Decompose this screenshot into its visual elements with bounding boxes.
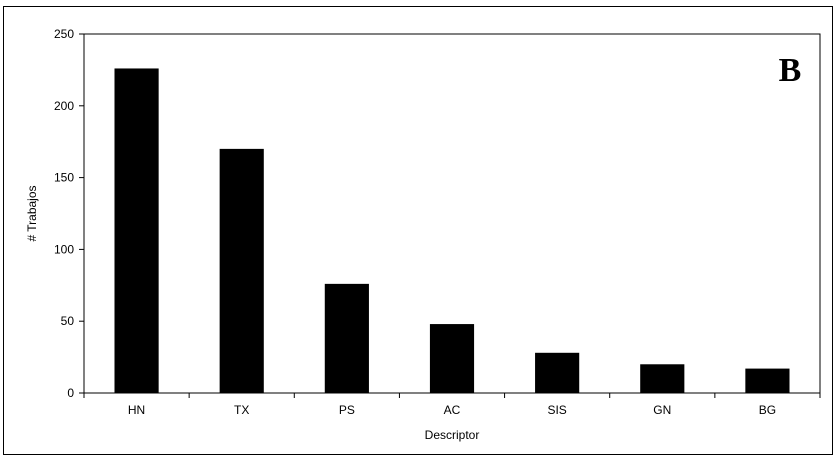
bar-ps [324,283,369,393]
x-axis-title: Descriptor [425,428,480,442]
x-tick-label: HN [128,403,145,417]
x-tick-label: BG [759,403,776,417]
y-tick-label: 250 [54,27,74,41]
panel-label: B [779,52,802,89]
bar-sis [535,352,580,393]
bar-hn [114,68,159,394]
y-tick-label: 0 [67,386,74,400]
x-tick-label: AC [444,403,461,417]
x-tick-label: GN [653,403,671,417]
x-axis: HN TX PS AC SIS GN BG [83,392,821,417]
x-tick-label: SIS [547,403,566,417]
bar-tx [219,148,264,393]
bars [114,68,790,394]
y-axis: 0 50 100 150 200 250 [54,27,85,400]
y-tick-label: 150 [54,171,74,185]
bar-bg [745,368,790,393]
x-tick-label: TX [234,403,249,417]
y-tick-label: 100 [54,242,74,256]
bar-gn [640,364,685,393]
y-tick-label: 200 [54,99,74,113]
bar-ac [429,324,475,393]
y-tick-label: 50 [61,314,75,328]
x-tick-label: PS [339,403,355,417]
y-axis-title: # Trabajos [25,185,39,241]
